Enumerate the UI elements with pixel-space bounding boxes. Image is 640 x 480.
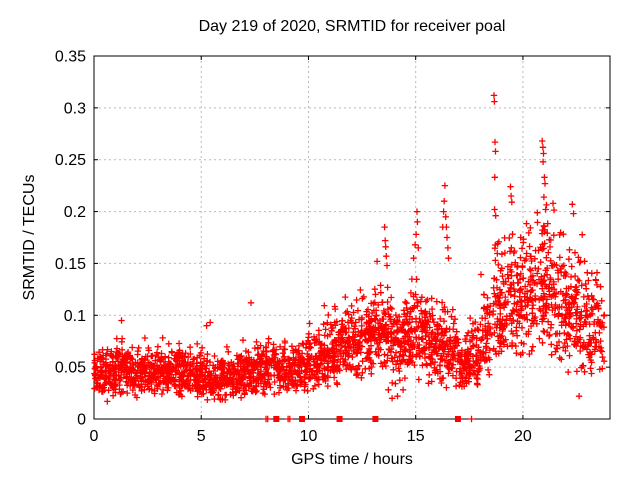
y-tick-label: 0.3	[64, 100, 86, 117]
y-axis-label: SRMTID / TECUs	[21, 175, 38, 301]
gridlines	[94, 56, 610, 419]
y-tick-labels: 0 0.05 0.1 0.15 0.2 0.25 0.3 0.35	[55, 49, 86, 429]
x-tick-labels: 0 5 10 15 20	[90, 428, 532, 445]
zero-flag-square	[454, 416, 461, 422]
y-tick-label: 0.15	[55, 256, 86, 273]
plot-border	[93, 55, 611, 420]
y-tick-label: 0.2	[64, 204, 86, 221]
y-tick-label: 0.1	[64, 308, 86, 325]
y-tick-label: 0.25	[55, 152, 86, 169]
y-tick-label: 0	[77, 412, 86, 429]
x-tick-label: 20	[514, 428, 532, 445]
zero-flag-square	[299, 416, 306, 422]
x-tick-label: 0	[90, 428, 99, 445]
zero-flag-square	[273, 416, 280, 422]
zero-flag-markers	[273, 416, 461, 422]
y-tick-label: 0.35	[55, 49, 86, 66]
y-tick-label: 0.05	[55, 360, 86, 377]
zero-flag-square	[372, 416, 379, 422]
x-tick-label: 15	[407, 428, 425, 445]
x-axis-label: GPS time / hours	[291, 451, 413, 468]
x-tick-label: 5	[197, 428, 206, 445]
chart-title: Day 219 of 2020, SRMTID for receiver poa…	[199, 18, 506, 35]
scatter-points	[91, 92, 608, 423]
zero-flag-square	[336, 416, 343, 422]
x-tick-label: 10	[300, 428, 318, 445]
